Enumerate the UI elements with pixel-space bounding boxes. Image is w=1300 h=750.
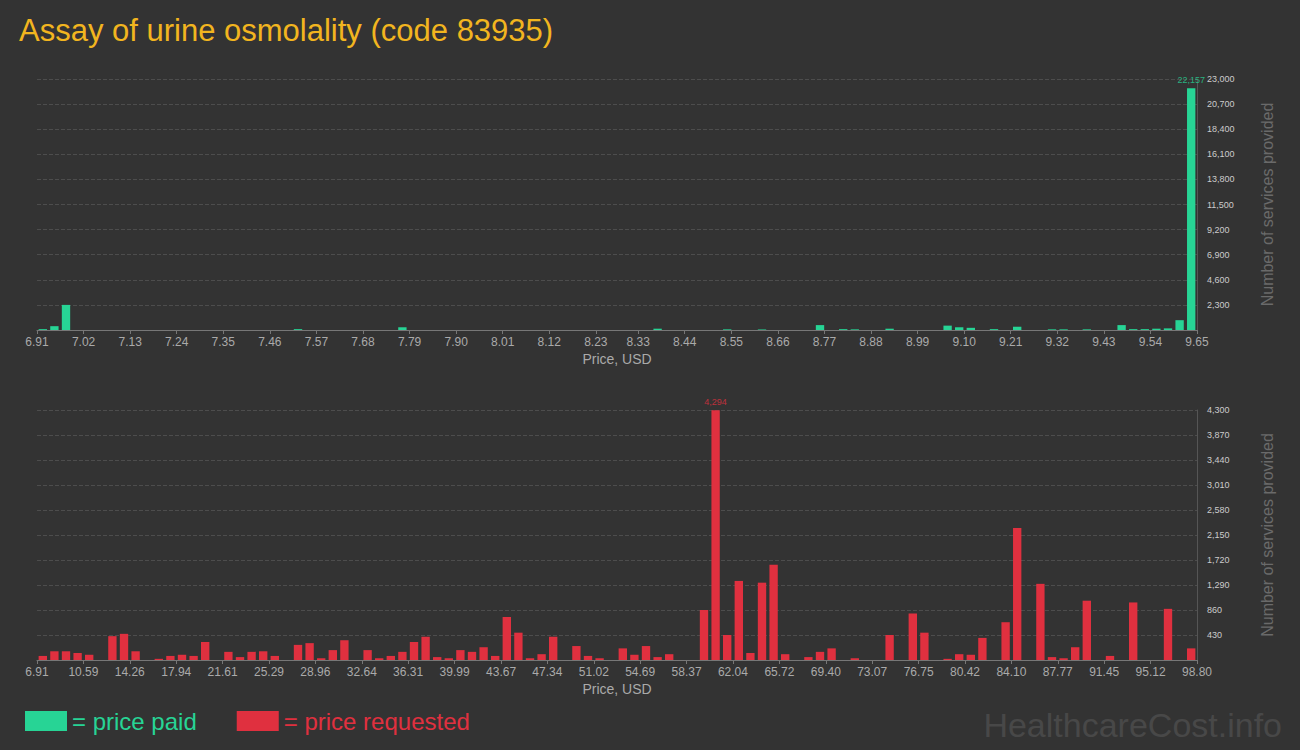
svg-text:51.02: 51.02	[579, 665, 609, 679]
svg-text:91.45: 91.45	[1089, 665, 1119, 679]
svg-text:6.91: 6.91	[25, 665, 49, 679]
svg-text:9.21: 9.21	[999, 335, 1023, 349]
svg-text:21.61: 21.61	[208, 665, 238, 679]
svg-text:9.43: 9.43	[1092, 335, 1116, 349]
svg-text:3,870: 3,870	[1207, 430, 1230, 440]
svg-text:4,300: 4,300	[1207, 405, 1230, 415]
svg-text:4,294: 4,294	[704, 397, 727, 407]
svg-text:3,010: 3,010	[1207, 480, 1230, 490]
svg-text:47.34: 47.34	[532, 665, 562, 679]
svg-text:98.80: 98.80	[1182, 665, 1212, 679]
svg-text:1,720: 1,720	[1207, 555, 1230, 565]
svg-text:95.12: 95.12	[1136, 665, 1166, 679]
svg-text:Price, USD: Price, USD	[582, 351, 651, 367]
svg-text:7.57: 7.57	[305, 335, 329, 349]
svg-text:84.10: 84.10	[996, 665, 1026, 679]
svg-text:2,580: 2,580	[1207, 505, 1230, 515]
svg-text:Price, USD: Price, USD	[582, 681, 651, 697]
svg-text:7.13: 7.13	[118, 335, 142, 349]
svg-text:28.96: 28.96	[300, 665, 330, 679]
svg-text:8.66: 8.66	[766, 335, 790, 349]
svg-text:9.54: 9.54	[1139, 335, 1163, 349]
svg-text:13,800: 13,800	[1207, 174, 1235, 184]
svg-text:62.04: 62.04	[718, 665, 748, 679]
svg-text:9,200: 9,200	[1207, 225, 1230, 235]
svg-text:39.99: 39.99	[440, 665, 470, 679]
svg-text:43.67: 43.67	[486, 665, 516, 679]
svg-text:23,000: 23,000	[1207, 74, 1235, 84]
svg-text:73.07: 73.07	[857, 665, 887, 679]
svg-text:9.32: 9.32	[1046, 335, 1070, 349]
svg-text:36.31: 36.31	[393, 665, 423, 679]
svg-text:6,900: 6,900	[1207, 250, 1230, 260]
svg-text:8.55: 8.55	[720, 335, 744, 349]
svg-text:8.23: 8.23	[584, 335, 608, 349]
svg-text:7.90: 7.90	[444, 335, 468, 349]
svg-text:8.88: 8.88	[859, 335, 883, 349]
svg-text:69.40: 69.40	[811, 665, 841, 679]
svg-text:8.12: 8.12	[538, 335, 562, 349]
svg-text:3,440: 3,440	[1207, 455, 1230, 465]
svg-text:9.65: 9.65	[1185, 335, 1209, 349]
svg-text:7.46: 7.46	[258, 335, 282, 349]
svg-text:14.26: 14.26	[115, 665, 145, 679]
svg-text:16,100: 16,100	[1207, 149, 1235, 159]
svg-text:10.59: 10.59	[68, 665, 98, 679]
svg-text:20,700: 20,700	[1207, 99, 1235, 109]
svg-text:22,157: 22,157	[1177, 75, 1205, 85]
svg-text:58.37: 58.37	[672, 665, 702, 679]
svg-text:7.35: 7.35	[212, 335, 236, 349]
svg-text:8.33: 8.33	[626, 335, 650, 349]
svg-text:87.77: 87.77	[1043, 665, 1073, 679]
svg-text:8.99: 8.99	[906, 335, 930, 349]
svg-text:6.91: 6.91	[25, 335, 49, 349]
svg-text:8.44: 8.44	[673, 335, 697, 349]
svg-text:Number of services provided: Number of services provided	[1259, 103, 1276, 307]
svg-text:Number of services provided: Number of services provided	[1259, 433, 1276, 637]
svg-text:Assay of urine osmolality (cod: Assay of urine osmolality (code 83935)	[19, 13, 553, 48]
svg-text:9.10: 9.10	[952, 335, 976, 349]
svg-text:4,600: 4,600	[1207, 275, 1230, 285]
svg-text:7.79: 7.79	[398, 335, 422, 349]
svg-text:7.68: 7.68	[351, 335, 375, 349]
svg-text:76.75: 76.75	[904, 665, 934, 679]
svg-text:11,500: 11,500	[1207, 200, 1234, 210]
svg-text:HealthcareCost.info: HealthcareCost.info	[983, 706, 1282, 744]
svg-text:= price requested: = price requested	[284, 708, 470, 735]
svg-text:7.02: 7.02	[72, 335, 96, 349]
svg-text:80.42: 80.42	[950, 665, 980, 679]
svg-text:8.77: 8.77	[813, 335, 837, 349]
svg-text:2,300: 2,300	[1207, 300, 1230, 310]
svg-text:25.29: 25.29	[254, 665, 284, 679]
svg-text:7.24: 7.24	[165, 335, 189, 349]
svg-text:18,400: 18,400	[1207, 124, 1235, 134]
svg-text:= price paid: = price paid	[72, 708, 197, 735]
svg-text:1,290: 1,290	[1207, 580, 1230, 590]
svg-text:2,150: 2,150	[1207, 530, 1230, 540]
svg-text:430: 430	[1207, 630, 1222, 640]
svg-text:860: 860	[1207, 605, 1222, 615]
svg-text:8.01: 8.01	[491, 335, 515, 349]
svg-text:32.64: 32.64	[347, 665, 377, 679]
svg-text:54.69: 54.69	[625, 665, 655, 679]
svg-text:65.72: 65.72	[764, 665, 794, 679]
svg-text:17.94: 17.94	[161, 665, 191, 679]
